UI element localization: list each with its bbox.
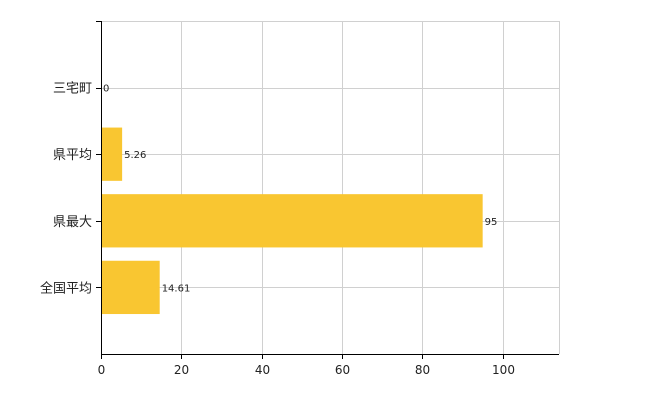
- bar-layer: [101, 127, 483, 315]
- label-layer: 0 三宅町 5.26 県平均 95 県最大 14.61 全国平均 0 20 40 60 80 100: [40, 82, 515, 377]
- data-label-2: 5.26: [124, 150, 146, 161]
- category-label-2: 県平均: [53, 148, 92, 163]
- category-label-1: 三宅町: [53, 82, 92, 97]
- grid-layer: [101, 21, 560, 354]
- data-label-4: 14.61: [162, 283, 191, 294]
- x-tick-label-80: 80: [415, 363, 430, 377]
- x-tick-label-20: 20: [174, 363, 189, 377]
- data-label-3: 95: [485, 217, 498, 228]
- x-tick-label-40: 40: [255, 363, 270, 377]
- bar-2: [101, 127, 123, 181]
- x-tick-label-100: 100: [492, 363, 515, 377]
- x-tick-label-0: 0: [98, 363, 106, 377]
- category-label-3: 県最大: [53, 215, 92, 230]
- bar-3: [101, 194, 483, 248]
- axis-layer: [96, 21, 559, 359]
- category-label-4: 全国平均: [40, 280, 92, 296]
- bar-4: [101, 260, 160, 315]
- data-label-1: 0: [103, 84, 109, 95]
- x-tick-label-60: 60: [335, 363, 350, 377]
